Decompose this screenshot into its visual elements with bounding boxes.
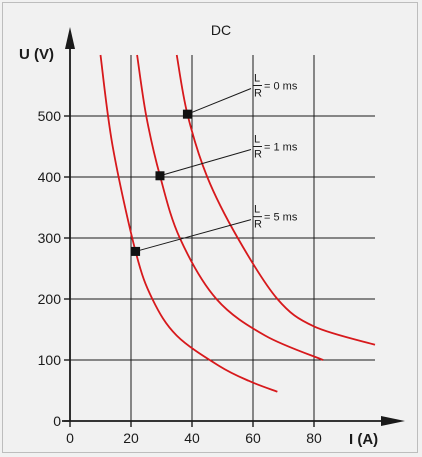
x-tick-label-60: 60 (245, 430, 261, 446)
x-tick-label-20: 20 (123, 430, 139, 446)
label-denominator-1: R (254, 149, 262, 161)
y-tick-label-300: 300 (38, 230, 62, 246)
x-tick-label-0: 0 (66, 430, 74, 446)
label-numerator-2: L (254, 204, 260, 216)
x-tick-label-80: 80 (306, 430, 322, 446)
leader-line-2 (135, 219, 252, 252)
label-denominator-0: R (254, 88, 262, 100)
leader-line-0 (187, 88, 252, 115)
label-value-0: = 0 ms (264, 81, 298, 93)
curve-series-0 (175, 54, 376, 346)
y-tick-label-400: 400 (38, 169, 62, 185)
x-tick-label-40: 40 (184, 430, 200, 446)
label-numerator-0: L (254, 73, 260, 85)
label-denominator-2: R (254, 219, 262, 231)
y-axis-arrow (65, 27, 75, 49)
y-tick-label-500: 500 (38, 108, 62, 124)
chart-title: DC (211, 22, 231, 38)
curve-series-1 (136, 54, 324, 361)
marker-2 (131, 246, 141, 256)
x-axis-arrow (381, 416, 405, 426)
label-numerator-1: L (254, 134, 260, 146)
y-tick-label-0: 0 (53, 413, 61, 429)
y-tick-label-100: 100 (38, 352, 62, 368)
x-axis-label: I (A) (349, 431, 378, 448)
label-value-1: = 1 ms (264, 142, 298, 154)
marker-1 (155, 171, 165, 181)
y-tick-label-200: 200 (38, 291, 62, 307)
leader-line-1 (159, 149, 252, 177)
marker-0 (182, 109, 192, 119)
chart-frame: L R = 0 ms L R = 1 ms L R = 5 ms 0 100 200 300 400 50… (2, 2, 418, 453)
tick-labels: 0 100 200 300 400 500 0 20 40 60 80 (38, 108, 322, 446)
axes (62, 27, 405, 427)
y-axis-label: U (V) (19, 46, 54, 63)
grid (70, 55, 375, 421)
curve-series-2 (99, 54, 278, 393)
label-value-2: = 5 ms (264, 212, 298, 224)
